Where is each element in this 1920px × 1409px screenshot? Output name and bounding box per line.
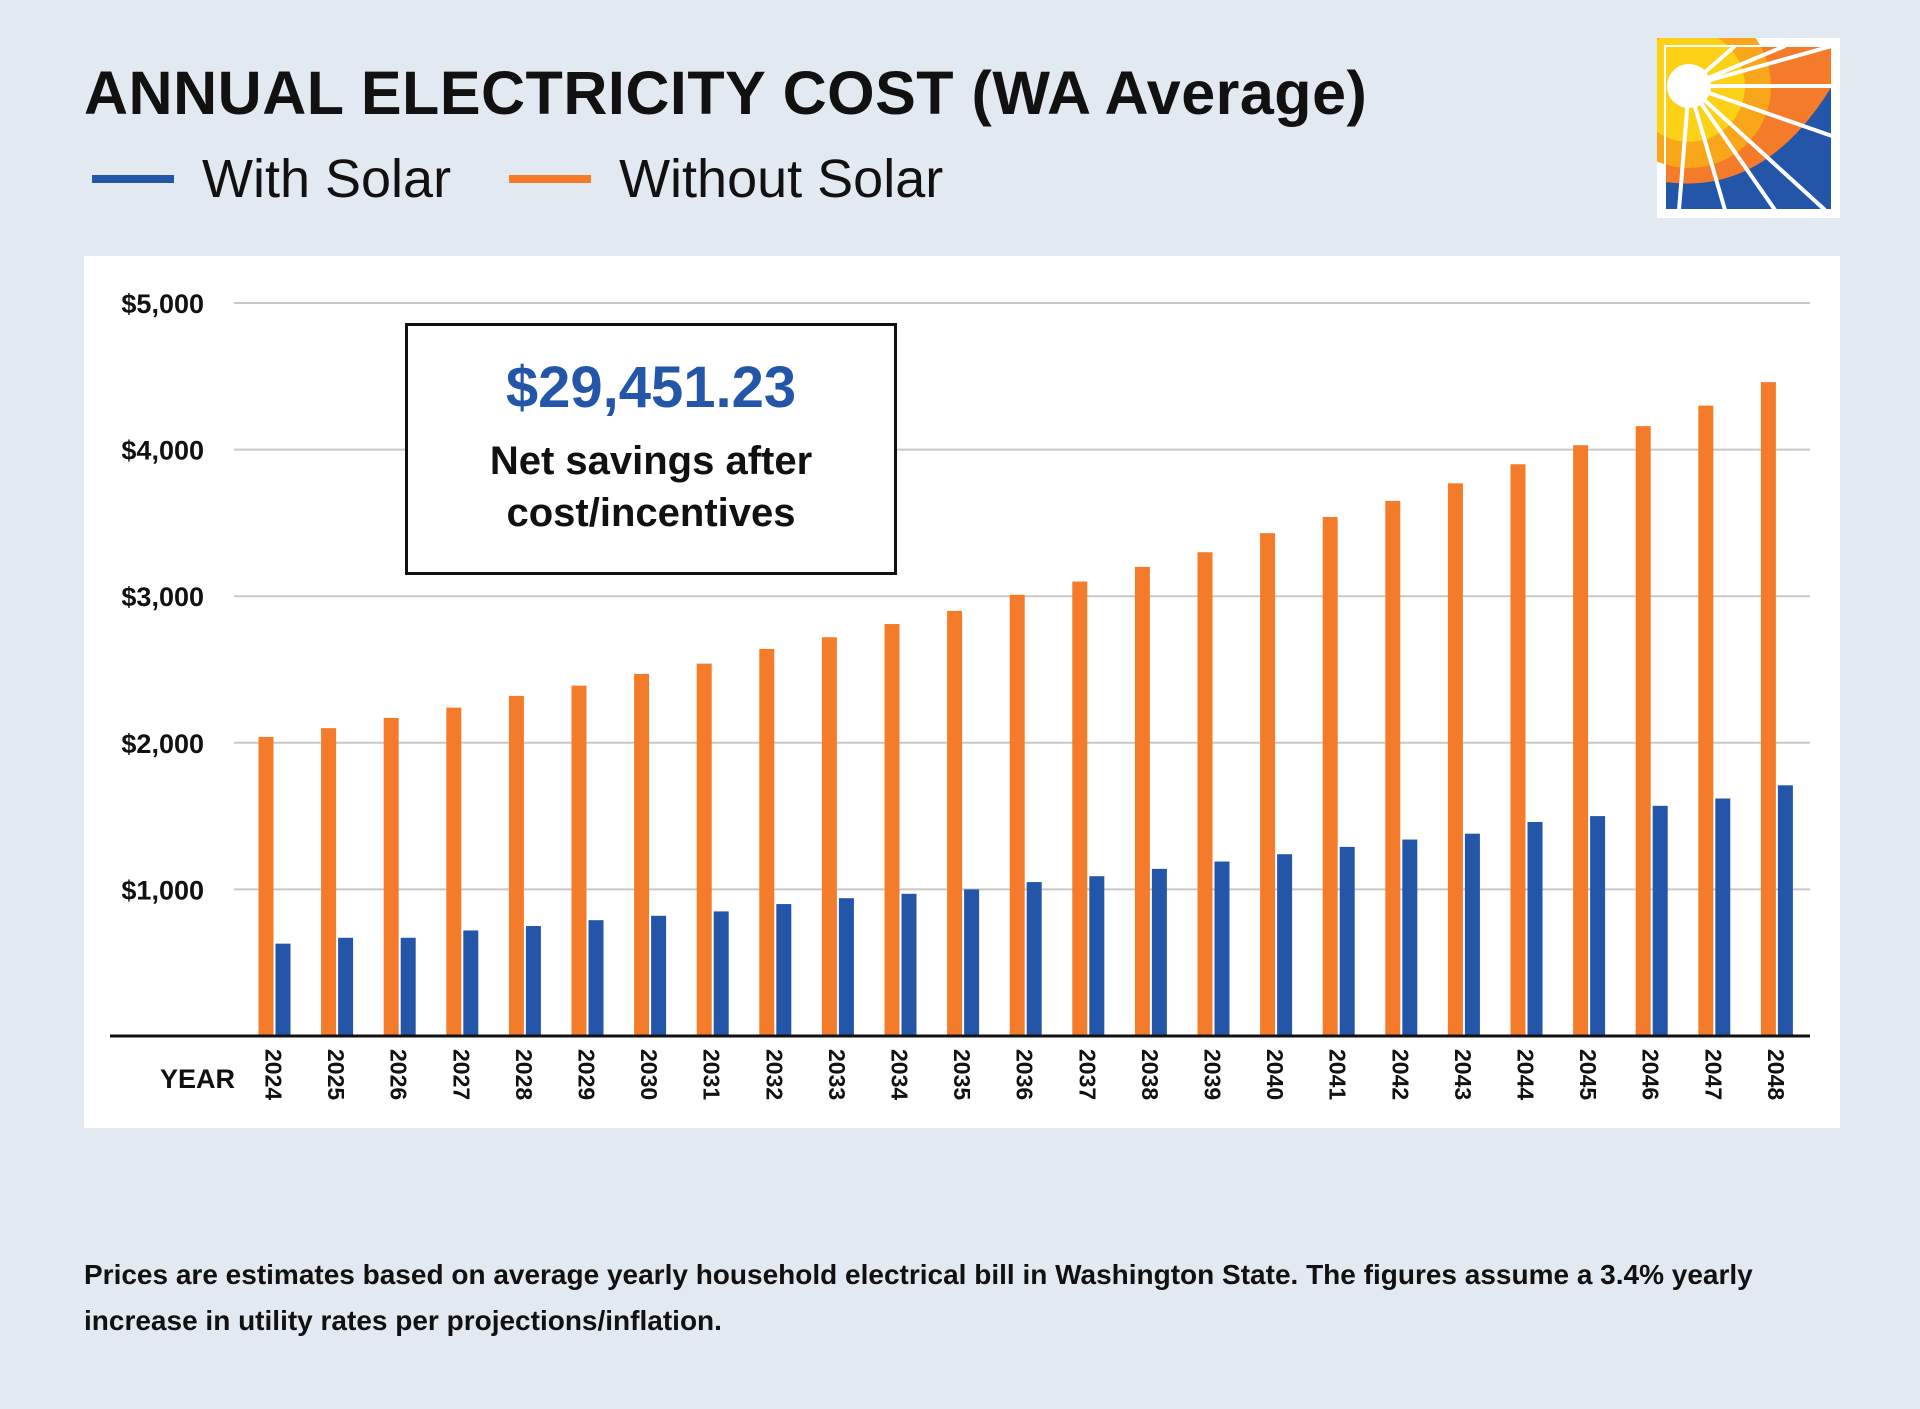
bar-without-solar-2041	[1322, 517, 1338, 1036]
bar-with-solar-2045	[1590, 816, 1606, 1036]
bar-with-solar-2036	[1026, 882, 1042, 1036]
bar-with-solar-2028	[525, 926, 541, 1036]
legend-item-without-solar: Without Solar	[509, 148, 943, 210]
bar-without-solar-2046	[1635, 426, 1651, 1036]
x-tick-label: 2030	[636, 1049, 662, 1100]
bar-with-solar-2040	[1277, 854, 1293, 1036]
bar-with-solar-2031	[713, 911, 729, 1036]
bar-with-solar-2037	[1089, 876, 1105, 1036]
bar-with-solar-2025	[338, 937, 354, 1036]
bar-with-solar-2033	[838, 898, 854, 1036]
x-tick-label: 2047	[1700, 1049, 1726, 1100]
bar-without-solar-2035	[947, 610, 963, 1036]
bar-with-solar-2048	[1777, 785, 1793, 1036]
bar-without-solar-2024	[258, 736, 274, 1036]
bar-without-solar-2039	[1197, 552, 1213, 1036]
bar-with-solar-2041	[1339, 846, 1355, 1036]
bar-without-solar-2042	[1385, 500, 1401, 1036]
x-tick-label: 2039	[1200, 1049, 1226, 1100]
y-tick-label: $4,000	[121, 436, 204, 466]
x-tick-label: 2038	[1137, 1049, 1163, 1100]
x-tick-label: 2024	[261, 1049, 287, 1100]
x-tick-label: 2035	[949, 1049, 975, 1100]
bar-with-solar-2044	[1527, 821, 1543, 1036]
savings-amount: $29,451.23	[505, 355, 797, 420]
bar-with-solar-2034	[901, 893, 917, 1036]
x-tick-label: 2036	[1012, 1049, 1038, 1100]
legend-item-with-solar: With Solar	[92, 148, 451, 210]
y-tick-label: $3,000	[121, 582, 204, 612]
bar-with-solar-2046	[1652, 805, 1668, 1036]
bar-with-solar-2026	[400, 937, 416, 1036]
x-tick-label: 2045	[1575, 1049, 1601, 1100]
bar-without-solar-2026	[383, 717, 399, 1036]
legend-label-without-solar: Without Solar	[619, 149, 944, 209]
legend: With Solar Without Solar	[92, 148, 1001, 210]
bar-without-solar-2045	[1573, 445, 1589, 1036]
bar-with-solar-2038	[1151, 868, 1167, 1036]
y-tick-label: $2,000	[121, 729, 204, 759]
bar-without-solar-2030	[634, 673, 650, 1036]
bar-without-solar-2040	[1260, 533, 1276, 1036]
bar-with-solar-2024	[275, 943, 291, 1036]
y-tick-label: $1,000	[121, 875, 204, 905]
bar-without-solar-2027	[446, 707, 462, 1036]
bar-without-solar-2048	[1760, 382, 1776, 1036]
bar-without-solar-2044	[1510, 464, 1526, 1036]
savings-callout: $29,451.23 Net savings after cost/incent…	[405, 323, 897, 575]
x-tick-label: 2033	[824, 1049, 850, 1100]
bar-with-solar-2035	[964, 889, 980, 1036]
bar-with-solar-2047	[1715, 798, 1731, 1036]
savings-label: Net savings after cost/incentives	[489, 439, 813, 535]
chart-panel: YEAR $1,000 $2,000 $3,000 $4,000 $5,000 2024 2…	[84, 256, 1840, 1128]
x-tick-label: 2025	[323, 1049, 349, 1100]
legend-swatch-without-solar	[509, 175, 592, 183]
x-tick-label: 2043	[1450, 1049, 1476, 1100]
footnote: Prices are estimates based on average ye…	[84, 1259, 1753, 1336]
x-tick-label: 2026	[386, 1049, 412, 1100]
bar-without-solar-2047	[1698, 405, 1714, 1036]
bar-without-solar-2043	[1447, 483, 1463, 1036]
legend-swatch-with-solar	[92, 175, 174, 183]
bar-with-solar-2027	[463, 930, 479, 1036]
x-tick-label: 2034	[887, 1049, 913, 1100]
bar-without-solar-2025	[321, 728, 337, 1036]
bar-without-solar-2032	[759, 648, 775, 1036]
bar-with-solar-2042	[1402, 839, 1418, 1036]
x-tick-label: 2028	[511, 1049, 537, 1100]
bar-without-solar-2036	[1009, 594, 1025, 1036]
y-tick-label: $5,000	[121, 289, 204, 319]
bar-without-solar-2029	[571, 685, 587, 1036]
x-tick-label: 2031	[699, 1049, 725, 1100]
bar-without-solar-2028	[508, 695, 524, 1036]
chart-title: ANNUAL ELECTRICITY COST (WA Average)	[84, 59, 1368, 127]
x-tick-label: 2032	[761, 1049, 787, 1100]
bar-without-solar-2034	[884, 624, 900, 1036]
x-tick-label: 2044	[1513, 1049, 1539, 1100]
bar-without-solar-2038	[1134, 566, 1150, 1036]
bar-without-solar-2033	[821, 637, 837, 1036]
bar-with-solar-2039	[1214, 861, 1230, 1036]
sun-logo-icon	[1657, 38, 1840, 218]
legend-label-with-solar: With Solar	[202, 149, 452, 209]
bar-with-solar-2029	[588, 920, 604, 1036]
x-tick-label: 2042	[1387, 1049, 1413, 1100]
bar-without-solar-2031	[696, 663, 712, 1036]
bar-chart: YEAR $1,000 $2,000 $3,000 $4,000 $5,000 2024 2…	[110, 289, 1810, 1100]
bar-with-solar-2030	[651, 915, 667, 1036]
bar-with-solar-2032	[776, 904, 792, 1036]
x-tick-label: 2029	[574, 1049, 600, 1100]
x-tick-label: 2040	[1262, 1049, 1288, 1100]
x-tick-label: 2048	[1763, 1049, 1789, 1100]
bar-with-solar-2043	[1464, 833, 1480, 1036]
x-axis-title: YEAR	[160, 1064, 235, 1094]
x-tick-label: 2046	[1638, 1049, 1664, 1100]
bar-without-solar-2037	[1072, 581, 1088, 1036]
x-tick-label: 2037	[1074, 1049, 1100, 1100]
x-tick-label: 2027	[448, 1049, 474, 1100]
x-tick-label: 2041	[1325, 1049, 1351, 1100]
